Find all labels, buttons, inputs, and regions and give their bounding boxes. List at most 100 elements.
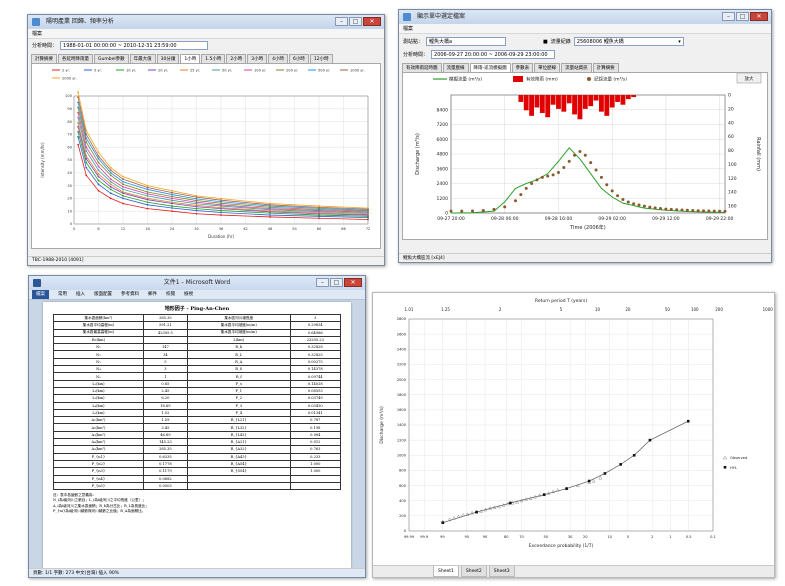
ribbon-tab-5[interactable]: 郵件 [148, 292, 157, 297]
table-row: 集水區面積(km²) 285.35 集水區河川總長度 3 [53, 313, 342, 323]
w1-tab-10[interactable]: 6小時 [289, 54, 309, 63]
legend-label: 1000 yr. [350, 69, 365, 73]
x-tick-label: 54 [292, 227, 297, 231]
note-line: 註：表中各變數之意義為： [53, 493, 97, 498]
w1-tab-7[interactable]: 2小時 [226, 54, 247, 63]
series-point [97, 157, 100, 160]
w2-tab-1[interactable]: 流量歷線 [442, 63, 469, 72]
w1-tab-8[interactable]: 3小時 [247, 54, 268, 63]
title-bar[interactable]: 陽明產業 回歸、頻率分析 – □ ✕ [28, 15, 384, 29]
window-title: 陽明產業 回歸、頻率分析 [46, 18, 114, 25]
table-cell: 0.00275 [289, 357, 342, 367]
w1-tab-6[interactable]: 1.5小時 [201, 54, 226, 63]
word-icon [33, 279, 41, 287]
flow-select[interactable]: 25608006 鯉魚大橋 ▾ [573, 37, 684, 46]
series-point [85, 166, 88, 169]
maximize-button[interactable]: □ [330, 278, 343, 287]
table-cell: 0.14378 [289, 365, 342, 374]
minimize-button[interactable]: – [335, 17, 348, 26]
checkbox-icon[interactable]: ■ [543, 38, 548, 45]
table-cell: 5 [142, 357, 188, 367]
series-point [85, 146, 88, 149]
series-line [77, 97, 369, 210]
ribbon-tab-6[interactable]: 校閱 [166, 292, 175, 297]
close-button[interactable]: ✕ [344, 278, 362, 287]
sheet-tab-0[interactable]: Sheet1 [433, 566, 459, 577]
ribbon-tab-4[interactable]: 參考資料 [121, 292, 139, 297]
period-field[interactable]: 2006-09-27 20:00:00 ~ 2006-09-29 23:00:0… [431, 50, 556, 59]
series-point [220, 206, 222, 209]
rainfall-bar [539, 95, 545, 114]
ribbon-tab-1[interactable]: 常用 [58, 292, 67, 297]
close-button[interactable]: ✕ [363, 17, 381, 26]
w1-tab-11[interactable]: 12小時 [309, 54, 333, 63]
maximize-button[interactable]: □ [349, 17, 362, 26]
minimize-button[interactable]: – [722, 12, 735, 21]
w2-tab-6[interactable]: 計算摘要 [592, 63, 619, 72]
recorded-point [578, 150, 582, 154]
table-cell: P_{n2} [53, 459, 144, 469]
legend-swatch [587, 77, 591, 81]
title-bar[interactable]: 文件1 - Microsoft Word – □ ✕ [29, 276, 365, 290]
w2-tab-4[interactable]: 單位歷線 [534, 63, 561, 72]
x-tick-label: 09-29 02:00 [598, 216, 626, 222]
table-cell: Rc(km) [53, 335, 144, 345]
station-field[interactable]: 鯉魚大橋a [426, 37, 507, 46]
menu-file[interactable]: 檔案 [32, 31, 43, 37]
period-field[interactable]: 1988-01-01 00:00:00 ~ 2010-12-31 23:59:0… [60, 41, 209, 50]
table-cell: R_{L21} [186, 416, 291, 425]
w1-tab-0[interactable]: 計算摘要 [31, 54, 57, 63]
ribbon-tab-7[interactable]: 檢視 [184, 292, 193, 297]
zoom-button[interactable] [736, 72, 762, 84]
table-row: L₄(km) 18.89 F_3 0.03430 [53, 401, 342, 410]
w1-tab-5[interactable]: 1小時 [180, 54, 201, 63]
table-cell: L₂(km) [53, 386, 144, 396]
bottom-tick-label: 20 [583, 535, 588, 539]
w2-tab-0[interactable]: 有效降雨延時圖 [402, 63, 442, 72]
table-cell: N₂ [53, 350, 144, 359]
x-tick-label: 30 [194, 227, 199, 231]
table-cell [142, 335, 188, 345]
series-point [171, 197, 173, 200]
observed-point [510, 500, 515, 505]
w1-tab-2[interactable]: Gumbel參數 [94, 54, 129, 63]
ribbon-tab-3[interactable]: 版面配置 [94, 292, 112, 297]
w1-tab-9[interactable]: 4小時 [268, 54, 289, 63]
result-tabs: 有效降雨延時圖 流量歷線 降雨-逕流模擬圖 參數表 單位歷線 流量站資訊 計算摘要 [399, 63, 771, 72]
series-point [77, 96, 79, 99]
ribbon-tab-0[interactable]: 檔案 [32, 290, 49, 299]
maximize-button[interactable]: □ [736, 12, 749, 21]
sheet-tab-2[interactable]: Sheet3 [488, 566, 515, 577]
series-point [220, 214, 222, 216]
series-point [171, 210, 173, 213]
close-button[interactable]: ✕ [750, 12, 768, 21]
table-cell: P_{n5} [53, 481, 144, 491]
w1-tab-4[interactable]: 30分鐘 [156, 54, 180, 63]
observed-point [452, 516, 456, 520]
legend-label: 2000 yr. [62, 77, 77, 81]
series-point [146, 207, 149, 210]
title-bar[interactable]: 顯示單中選定檔案 – □ ✕ [399, 10, 771, 24]
menu-file[interactable]: 檔案 [403, 26, 414, 32]
minimize-button[interactable]: – [316, 278, 329, 287]
series-point [109, 188, 112, 191]
table-cell: 591.21 [142, 321, 188, 330]
period-label: 分析時間： [32, 43, 58, 49]
recorded-point [642, 204, 646, 208]
table-cell: P_{n3} [53, 467, 144, 476]
w1-tab-1[interactable]: 各延時降雨量 [58, 54, 93, 63]
w2-tab-5[interactable]: 流量站資訊 [561, 63, 592, 72]
recorded-point [573, 153, 577, 157]
table-cell: 0.32825 [289, 350, 342, 359]
w2-tab-3[interactable]: 參數表 [511, 63, 534, 72]
note-line: A_i為i級河川之集水區面積；R_b為分岔比；R_L為長度比； [53, 503, 149, 508]
w1-tab-3[interactable]: 年最大值 [129, 54, 156, 63]
w2-tab-2[interactable]: 降雨-逕流模擬圖 [469, 63, 511, 72]
table-cell: 0.1179 [142, 467, 188, 476]
series-point [85, 174, 88, 177]
sheet-tab-1[interactable]: Sheet2 [460, 566, 487, 577]
table-row: N₄ 3 R_S 0.14378 [53, 365, 342, 374]
table-cell: 0.29834 [289, 321, 342, 330]
table-cell: 0.03749 [289, 394, 342, 403]
ribbon-tab-2[interactable]: 插入 [76, 292, 85, 297]
